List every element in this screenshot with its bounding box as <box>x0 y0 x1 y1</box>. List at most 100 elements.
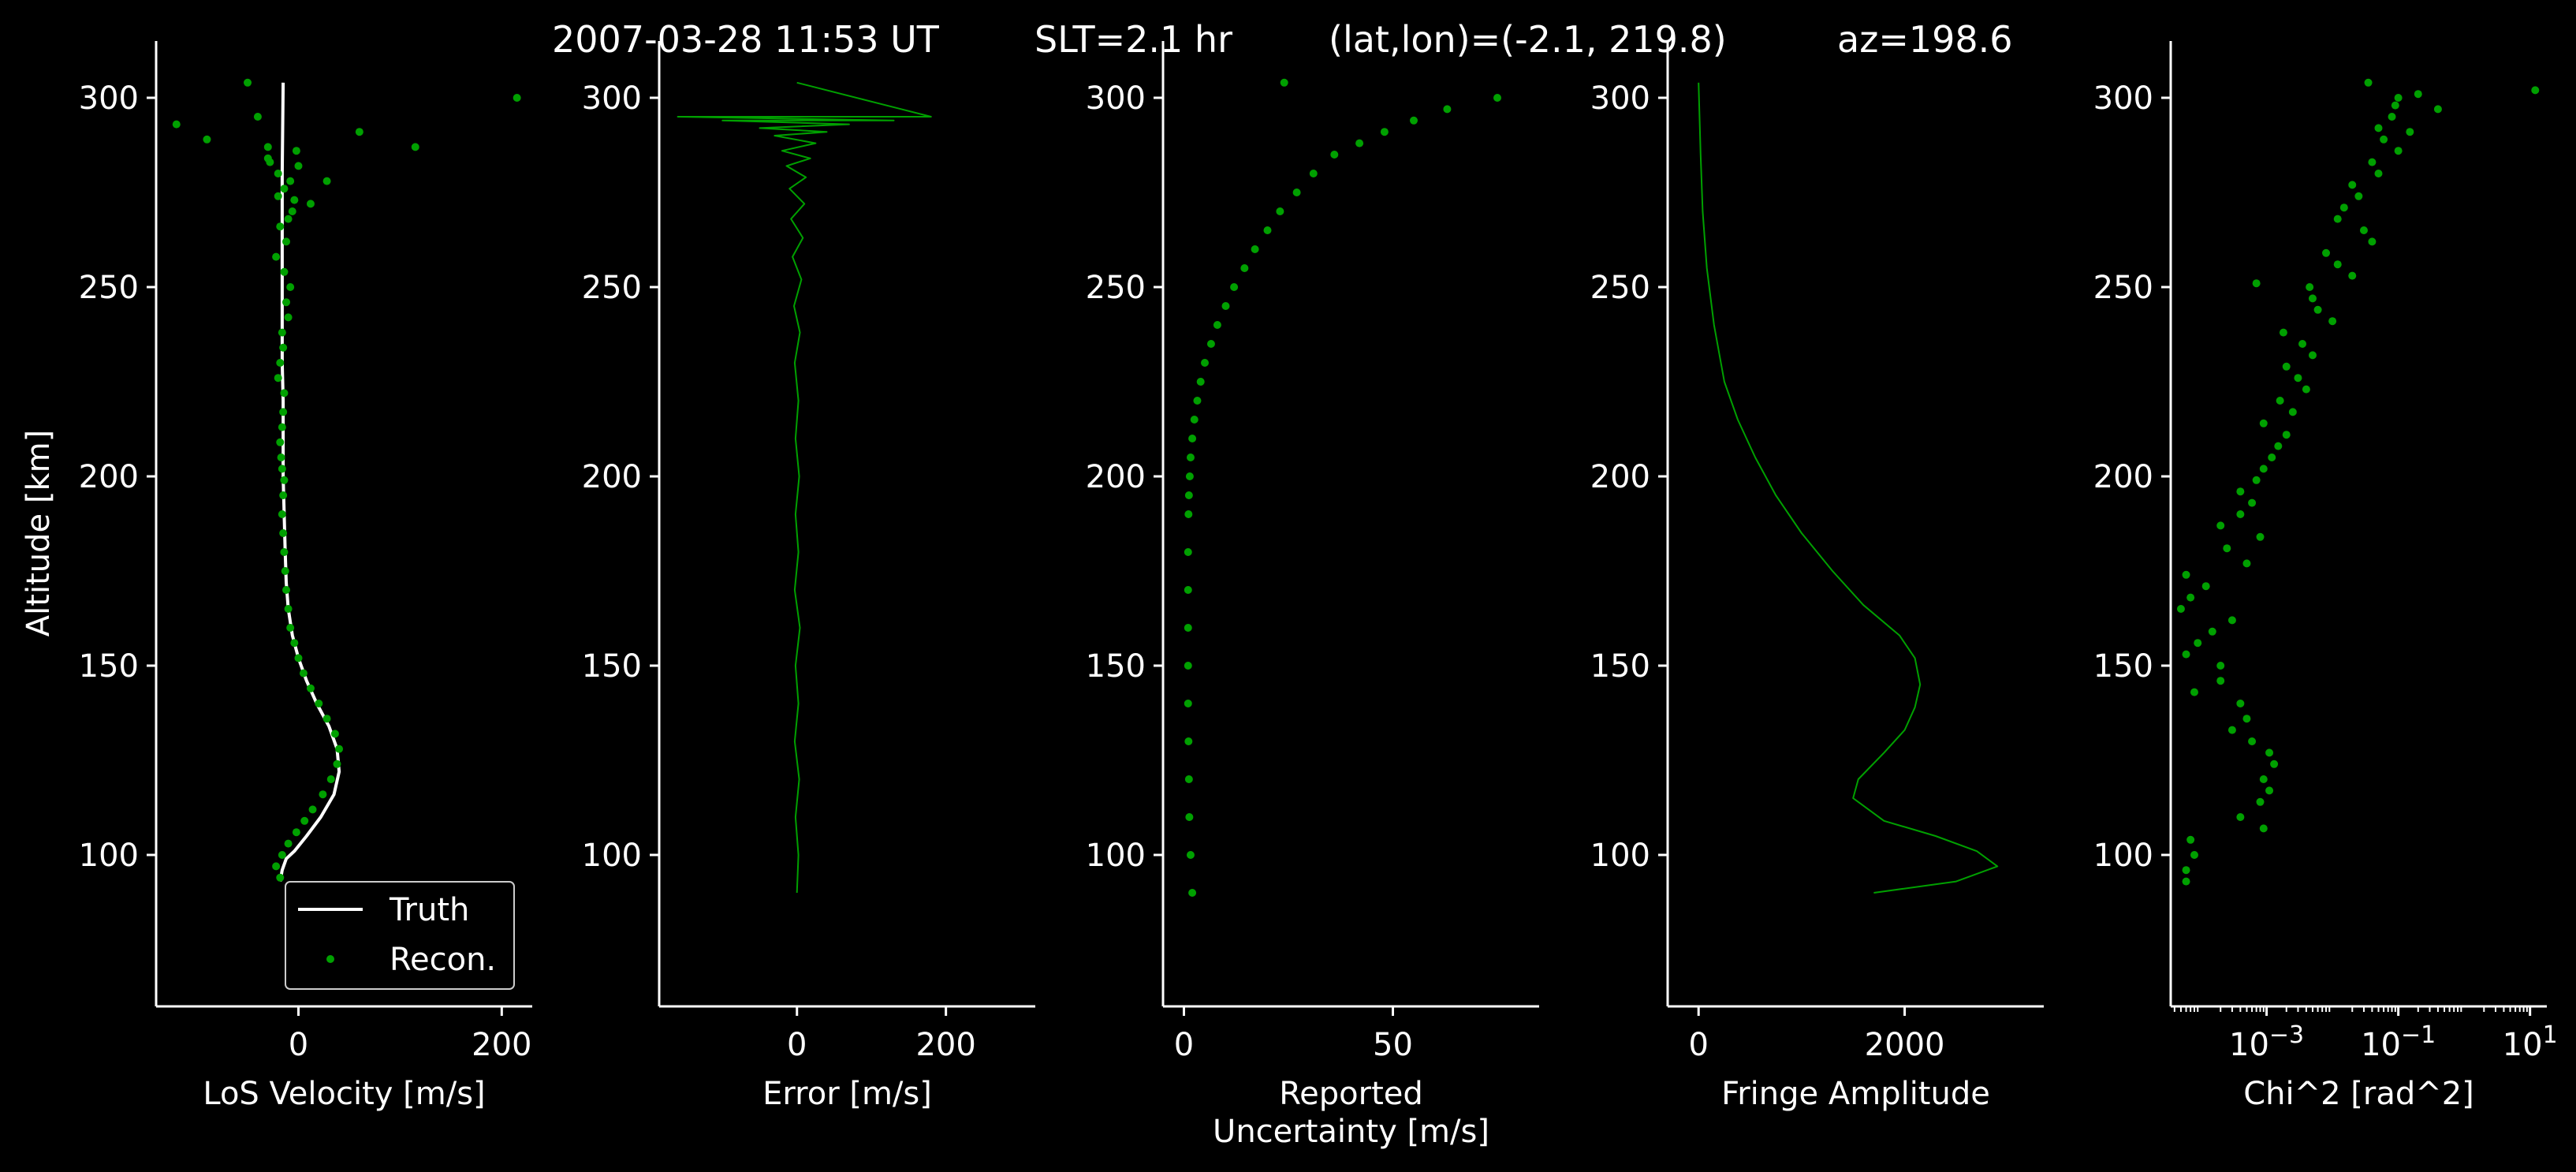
chi2-data-point <box>2186 835 2195 844</box>
chi2-data-point <box>2236 510 2245 518</box>
chi2-data-point <box>2216 521 2225 530</box>
velocity-data-point <box>278 851 286 859</box>
chi2-data-point <box>2374 124 2383 133</box>
chi2-data-point <box>2248 498 2257 507</box>
velocity-data-point <box>411 143 419 151</box>
velocity-ytick-label: 100 <box>79 838 139 874</box>
velocity-data-point <box>280 476 289 484</box>
chi2-data-point <box>2259 775 2268 783</box>
figure-title: 2007-03-28 11:53 UT SLT=2.1 hr (lat,lon)… <box>552 18 2013 61</box>
fringe-xlabel: Fringe Amplitude <box>1721 1076 1990 1112</box>
velocity-data-point <box>284 313 293 322</box>
velocity-xtick-label: 0 <box>289 1027 308 1063</box>
chi2-data-point <box>2282 362 2291 371</box>
velocity-data-point <box>281 567 289 575</box>
uncertainty-data-point <box>1276 207 1284 215</box>
error-ytick-label: 300 <box>582 80 642 117</box>
uncertainty-data-point <box>1196 378 1205 386</box>
uncertainty-data-point <box>1221 302 1230 310</box>
velocity-data-point <box>278 328 286 337</box>
velocity-xtick-label: 200 <box>472 1027 531 1063</box>
velocity-data-point <box>290 639 299 648</box>
chi2-ytick-label: 250 <box>2093 270 2153 306</box>
error-xtick-label: 200 <box>915 1027 975 1063</box>
chi2-data-point <box>2256 532 2265 541</box>
velocity-data-point <box>335 745 344 753</box>
uncertainty-data-point <box>1240 264 1249 272</box>
velocity-data-point <box>288 207 296 215</box>
uncertainty-data-point <box>1230 283 1239 291</box>
uncertainty-data-point <box>1280 78 1288 87</box>
uncertainty-data-point <box>1493 94 1501 102</box>
velocity-data-point <box>330 730 339 738</box>
velocity-data-point <box>276 222 285 231</box>
velocity-data-point <box>280 185 289 193</box>
chi2-data-point <box>2354 192 2363 200</box>
chi2-data-point <box>2268 453 2276 461</box>
uncertainty-xtick-label: 50 <box>1373 1027 1413 1063</box>
velocity-data-point <box>279 491 288 499</box>
uncertainty-data-point <box>1184 510 1193 518</box>
chi2-data-point <box>2308 351 2317 360</box>
chi2-data-point <box>2359 226 2368 234</box>
legend: Truth Recon. <box>285 881 515 990</box>
chi2-data-point <box>2282 431 2291 439</box>
uncertainty-data-point <box>1188 889 1197 897</box>
uncertainty-data-point <box>1309 170 1318 177</box>
chi2-ytick-label: 150 <box>2093 648 2153 685</box>
chi2-data-point <box>2201 582 2210 591</box>
velocity-data-point <box>326 775 335 783</box>
chi2-data-point <box>2270 760 2279 768</box>
uncertainty-series-points <box>1184 78 1501 897</box>
velocity-data-point <box>294 654 303 663</box>
chi2-data-point <box>2259 465 2268 473</box>
velocity-data-point <box>272 252 281 261</box>
chi2-data-point <box>2406 128 2414 136</box>
chi2-data-point <box>2294 374 2302 383</box>
velocity-data-point <box>294 162 303 170</box>
uncertainty-data-point <box>1188 435 1197 442</box>
velocity-data-point <box>290 196 299 204</box>
velocity-data-point <box>333 760 341 768</box>
chi2-data-point <box>2252 279 2261 288</box>
velocity-data-point <box>282 237 291 246</box>
title-slt: SLT=2.1 hr <box>1035 18 1232 61</box>
chi2-data-point <box>2368 158 2377 166</box>
velocity-data-point <box>279 529 288 537</box>
chi2-data-point <box>2328 317 2337 326</box>
velocity-data-point <box>279 343 288 352</box>
chi2-data-point <box>2227 726 2236 734</box>
fringe-xtick-label: 0 <box>1688 1027 1708 1063</box>
velocity-data-point <box>319 790 327 799</box>
panel-fringe: 100 150 200 250 300 0 2000 Fringe Amplitude <box>1590 41 2044 1112</box>
chi2-data-point <box>2194 639 2202 648</box>
velocity-data-point <box>286 177 295 185</box>
fringe-ytick-label: 150 <box>1590 648 1650 685</box>
uncertainty-data-point <box>1185 472 1194 480</box>
chi2-data-point <box>2348 271 2357 280</box>
chi2-data-point <box>2313 305 2322 314</box>
error-series-line <box>677 81 932 894</box>
uncertainty-data-point <box>1201 359 1209 367</box>
chi2-data-point <box>2388 113 2396 121</box>
error-xlabel: Error [m/s] <box>762 1076 932 1112</box>
chi2-data-point <box>2242 715 2251 723</box>
chi2-data-point <box>2308 294 2317 303</box>
velocity-data-point <box>306 684 315 692</box>
chi2-data-point <box>2265 748 2274 757</box>
uncertainty-data-point <box>1184 775 1193 783</box>
chi2-data-point <box>2182 650 2190 659</box>
legend-recon-label: Recon. <box>390 942 496 978</box>
uncertainty-ytick-label: 250 <box>1086 270 1146 306</box>
chi2-data-point <box>2259 419 2268 427</box>
error-ytick-label: 200 <box>582 459 642 495</box>
uncertainty-data-point <box>1292 188 1301 196</box>
uncertainty-data-point <box>1355 139 1364 147</box>
fringe-ytick-label: 250 <box>1590 270 1650 306</box>
uncertainty-ytick-label: 200 <box>1086 459 1146 495</box>
uncertainty-data-point <box>1184 491 1193 499</box>
velocity-ytick-label: 300 <box>79 80 139 117</box>
chi2-data-point <box>2414 90 2422 99</box>
